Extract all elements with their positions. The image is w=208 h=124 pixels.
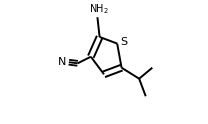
Text: S: S	[120, 37, 128, 47]
Text: N: N	[58, 57, 66, 67]
Text: NH$_2$: NH$_2$	[89, 2, 108, 16]
